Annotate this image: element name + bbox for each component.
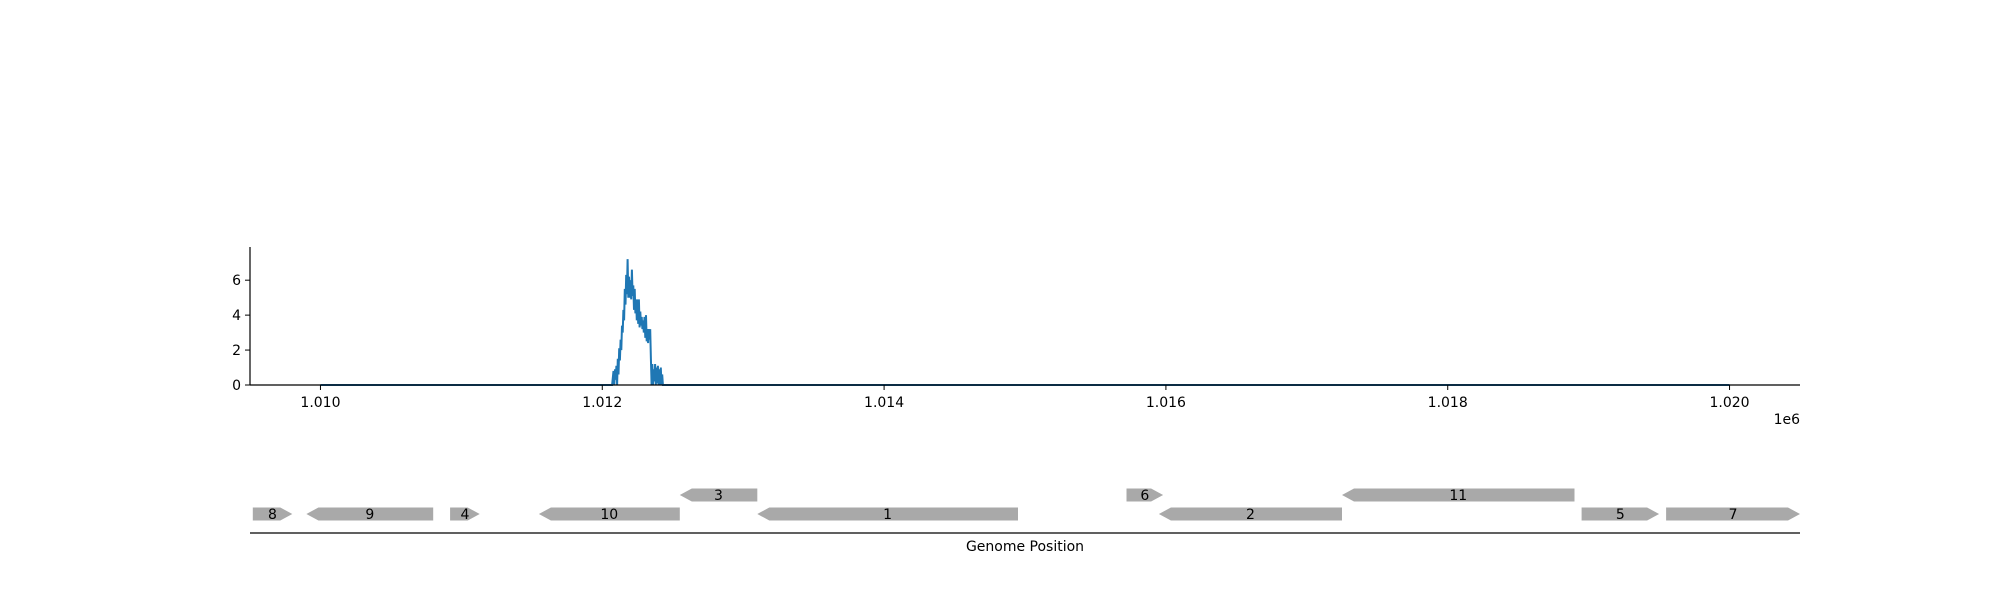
gene-label: 3 xyxy=(714,488,723,504)
gene-4: 4 xyxy=(450,507,480,523)
x-tick-label: 1.016 xyxy=(1146,395,1186,411)
gene-arrow xyxy=(757,507,1018,521)
coverage-x-ticks: 1.010 1.012 1.014 1.016 1.018 1.020 xyxy=(300,385,1750,411)
gene-label: 4 xyxy=(460,507,469,523)
gene-arrow xyxy=(450,507,480,521)
gene-7: 7 xyxy=(1666,507,1800,523)
y-tick-label: 6 xyxy=(232,273,241,289)
y-tick-label: 2 xyxy=(232,343,241,359)
gene-arrow xyxy=(1666,507,1800,521)
gene-label: 8 xyxy=(268,507,277,523)
gene-1: 1 xyxy=(757,507,1018,523)
x-tick-label: 1.014 xyxy=(864,395,904,411)
coverage-line-0 xyxy=(320,259,1730,386)
gene-9: 9 xyxy=(306,507,434,523)
gene-6: 6 xyxy=(1126,488,1164,504)
coverage-y-ticks: 0 2 4 6 xyxy=(232,273,250,394)
gene-arrow xyxy=(1581,507,1660,521)
gene-arrow xyxy=(1158,507,1342,521)
x-tick-label: 1.020 xyxy=(1709,395,1749,411)
gene-label: 7 xyxy=(1729,507,1738,523)
x-axis-scale-label: 1e6 xyxy=(1774,412,1801,428)
gene-arrow xyxy=(679,488,758,502)
gene-label: 9 xyxy=(365,507,374,523)
x-tick-label: 1.010 xyxy=(300,395,340,411)
coverage-series-group xyxy=(320,259,1730,386)
gene-11: 11 xyxy=(1342,488,1575,504)
gene-map-x-axis-title: Genome Position xyxy=(966,539,1084,555)
y-tick-label: 0 xyxy=(232,378,241,394)
y-tick-label: 4 xyxy=(232,308,241,324)
gene-3: 3 xyxy=(679,488,758,504)
gene-label: 6 xyxy=(1140,488,1149,504)
gene-arrow xyxy=(538,507,680,521)
gene-arrow xyxy=(1126,488,1164,502)
gene-8: 8 xyxy=(252,507,293,523)
gene-arrows: 8 9 4 10 3 1 6 2 11 5 7 xyxy=(252,488,1800,523)
gene-label: 2 xyxy=(1246,507,1255,523)
gene-label: 10 xyxy=(600,507,618,523)
gene-5: 5 xyxy=(1581,507,1660,523)
x-tick-label: 1.018 xyxy=(1428,395,1468,411)
gene-10: 10 xyxy=(538,507,680,523)
gene-label: 11 xyxy=(1449,488,1467,504)
gene-arrow xyxy=(1342,488,1575,502)
gene-label: 1 xyxy=(883,507,892,523)
x-tick-label: 1.012 xyxy=(582,395,622,411)
coverage-plot: 1.010 1.012 1.014 1.016 1.018 1.020 0 2 4 6 1e6 xyxy=(232,247,1800,428)
gene-map: 8 9 4 10 3 1 6 2 11 5 7 Genome Position xyxy=(250,488,1800,555)
gene-arrow xyxy=(252,507,293,521)
gene-2: 2 xyxy=(1158,507,1342,523)
gene-label: 5 xyxy=(1616,507,1625,523)
gene-arrow xyxy=(306,507,434,521)
